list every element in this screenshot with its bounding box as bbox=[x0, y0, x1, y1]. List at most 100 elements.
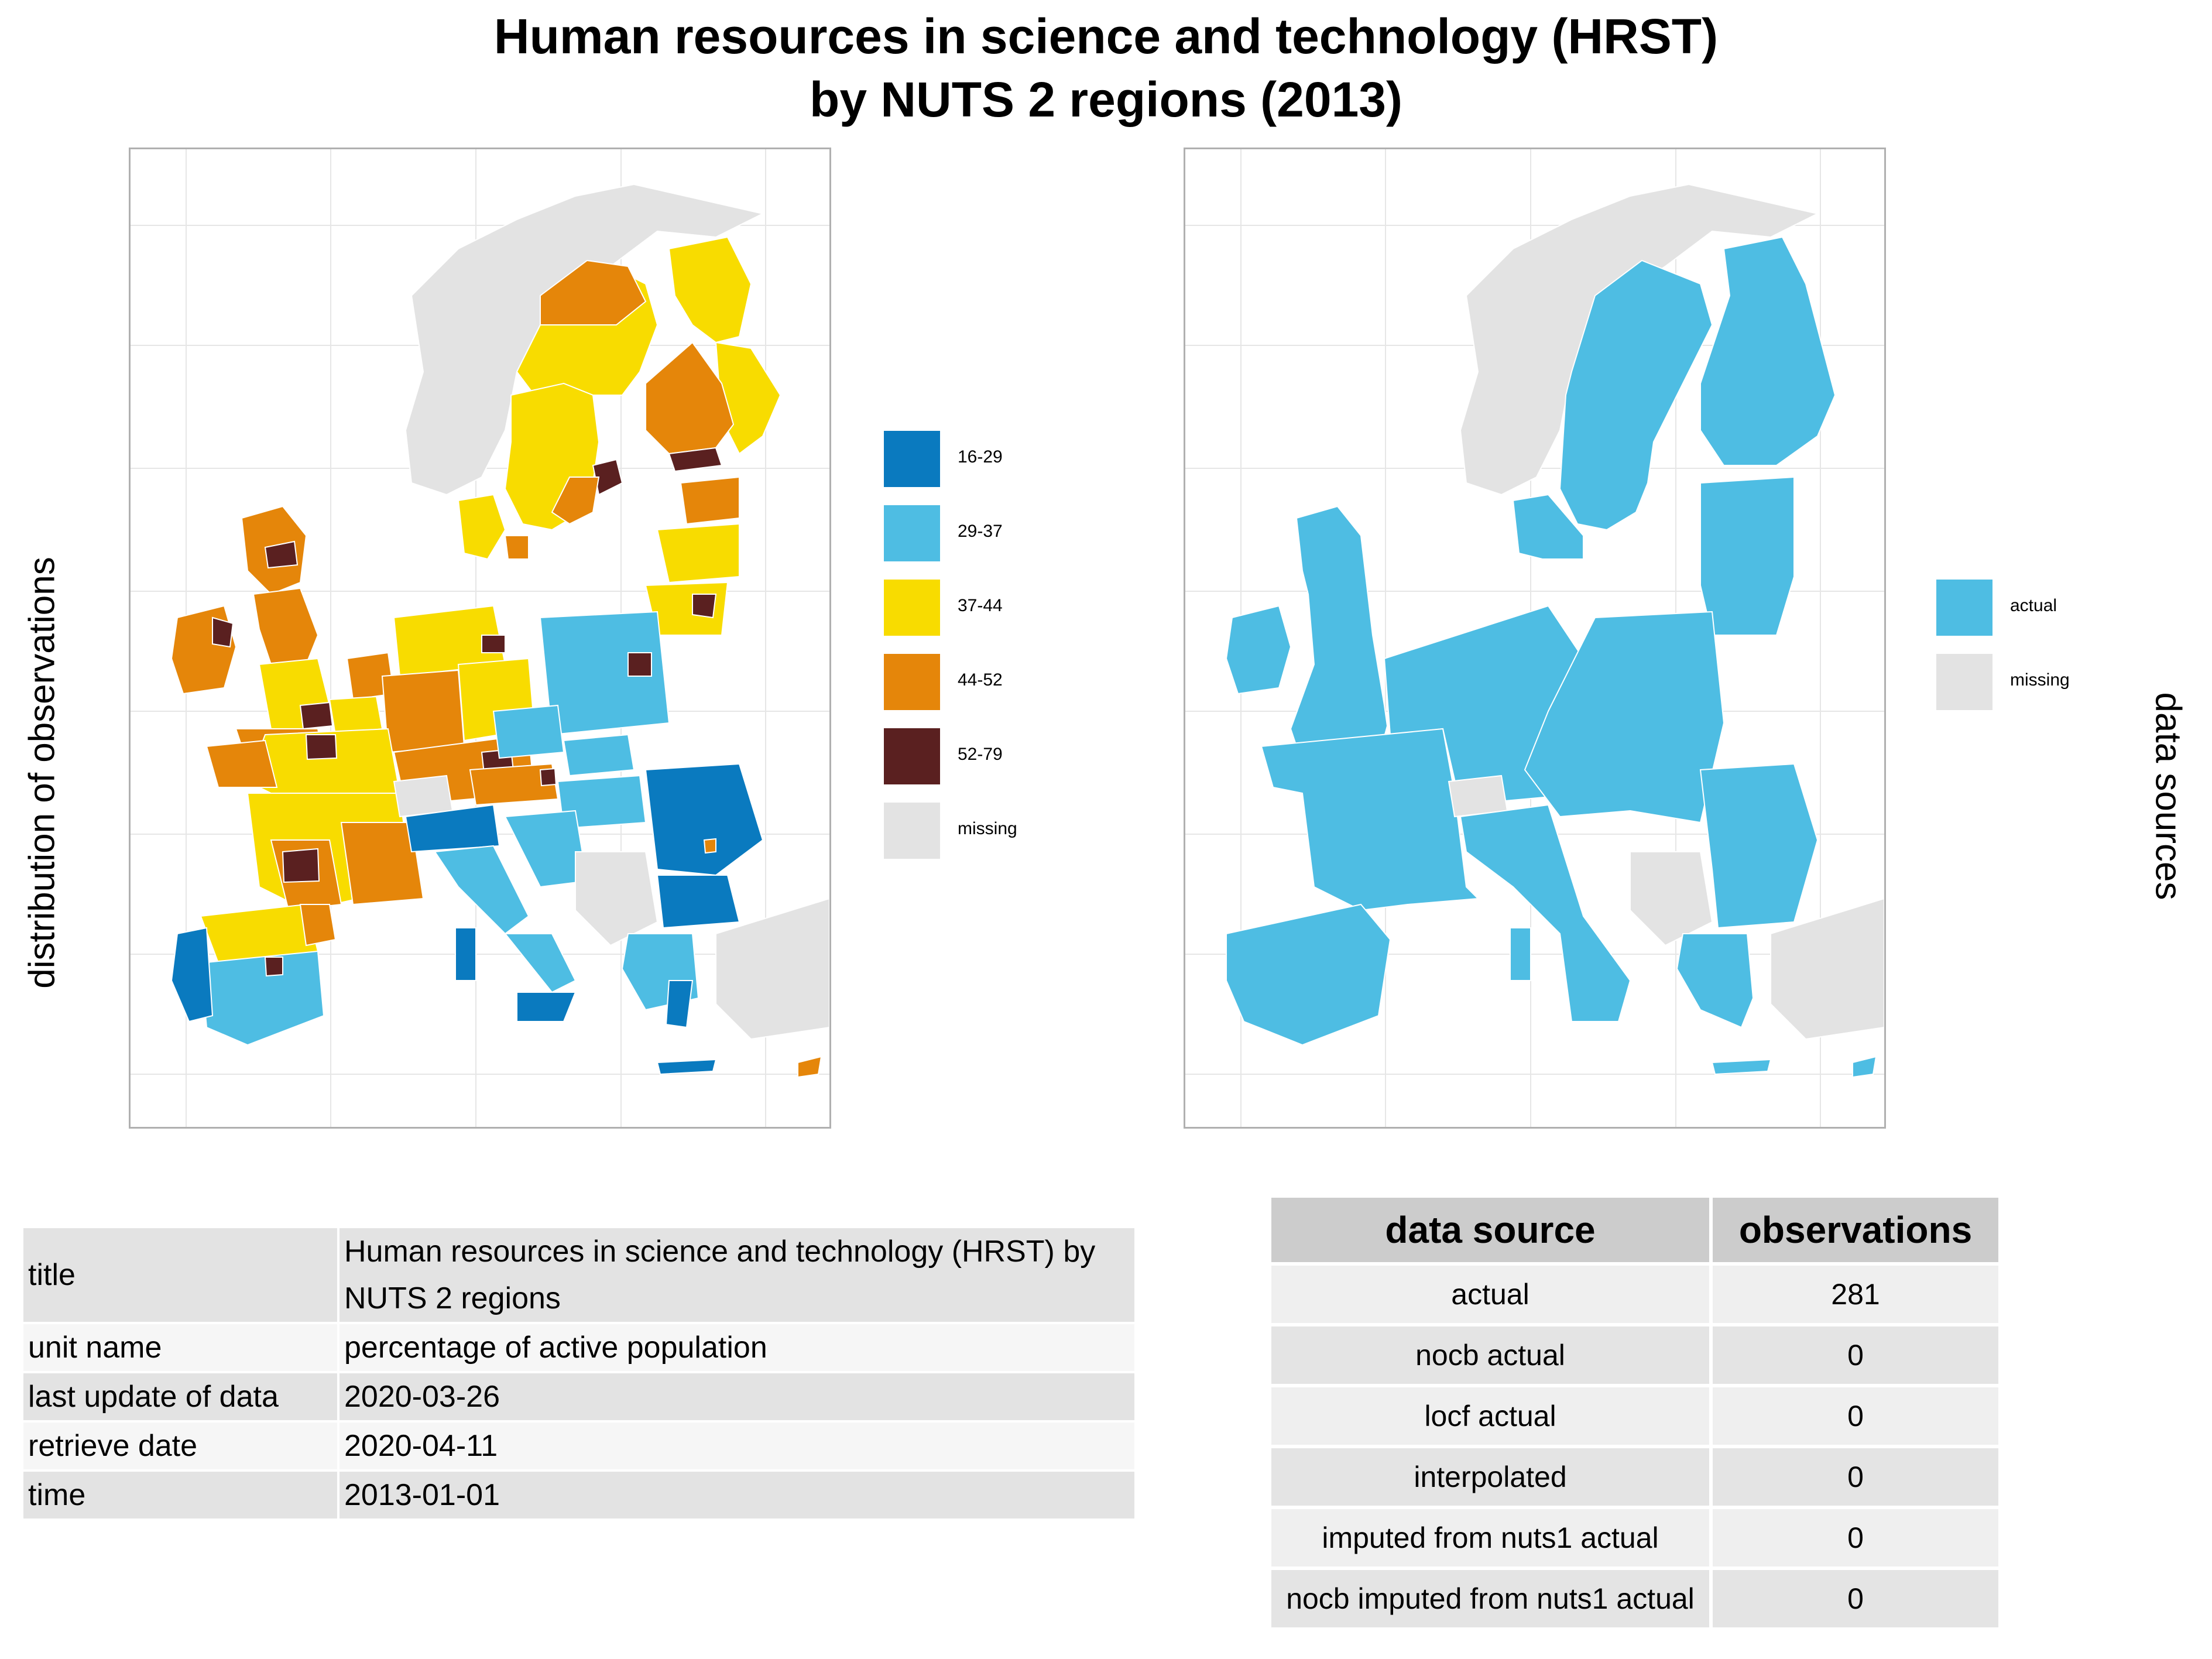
region-austria bbox=[469, 763, 559, 806]
region-finland-north bbox=[668, 236, 752, 344]
region-baltics bbox=[1700, 476, 1795, 636]
region-warsaw bbox=[627, 652, 652, 677]
metadata-key: time bbox=[23, 1471, 338, 1520]
region-turkey bbox=[715, 897, 829, 1040]
region-spain-catalonia bbox=[299, 904, 337, 947]
chart-title: Human resources in science and technolog… bbox=[0, 5, 2212, 131]
table-row: title Human resources in science and tec… bbox=[23, 1228, 1134, 1323]
legend-label: missing bbox=[2010, 670, 2070, 690]
table-row: unit name percentage of active populatio… bbox=[23, 1323, 1134, 1372]
region-bucharest bbox=[703, 838, 716, 854]
left-map-regions bbox=[170, 183, 829, 1078]
region-ireland bbox=[1225, 605, 1292, 695]
region-berlin bbox=[481, 635, 506, 653]
observations-cell: 0 bbox=[1709, 1507, 1998, 1568]
region-sweden-east bbox=[551, 477, 600, 525]
metadata-value: 2013-01-01 bbox=[337, 1471, 1134, 1520]
region-dublin bbox=[212, 616, 234, 648]
region-romania-bulgaria bbox=[1699, 763, 1819, 929]
legend-label: 29-37 bbox=[958, 522, 1003, 541]
observations-cell: 0 bbox=[1709, 1568, 1998, 1629]
region-france-west bbox=[205, 739, 278, 788]
legend-label: 52-79 bbox=[958, 745, 1003, 764]
data-source-cell: nocb actual bbox=[1271, 1325, 1711, 1386]
metadata-value: Human resources in science and technolog… bbox=[337, 1228, 1134, 1323]
legend-swatch bbox=[884, 505, 940, 561]
legend-label: 16-29 bbox=[958, 447, 1003, 467]
legend-label: 44-52 bbox=[958, 670, 1003, 690]
region-france bbox=[1260, 728, 1480, 911]
region-crete bbox=[656, 1058, 717, 1075]
metadata-key: title bbox=[23, 1228, 338, 1323]
region-toulouse bbox=[282, 848, 320, 883]
legend-swatch bbox=[884, 431, 940, 487]
data-source-cell: locf actual bbox=[1271, 1386, 1711, 1447]
data-source-cell: imputed from nuts1 actual bbox=[1271, 1507, 1711, 1568]
table-row: interpolated 0 bbox=[1271, 1447, 1998, 1507]
data-source-cell: nocb imputed from nuts1 actual bbox=[1271, 1568, 1711, 1629]
column-header-data-source: data source bbox=[1271, 1198, 1711, 1264]
metadata-table: title Human resources in science and tec… bbox=[23, 1228, 1134, 1521]
region-bulgaria bbox=[656, 875, 740, 929]
table-row: time 2013-01-01 bbox=[23, 1471, 1134, 1520]
region-denmark bbox=[1512, 493, 1584, 560]
metadata-key: last update of data bbox=[23, 1372, 338, 1421]
table-row: imputed from nuts1 actual 0 bbox=[1271, 1507, 1998, 1568]
right-legend: actual missing bbox=[1936, 580, 2088, 720]
metadata-value: percentage of active population bbox=[337, 1323, 1134, 1372]
region-cyprus bbox=[1852, 1055, 1877, 1078]
region-sweden bbox=[1559, 259, 1713, 531]
table-row: locf actual 0 bbox=[1271, 1386, 1998, 1447]
region-iberia bbox=[1226, 903, 1391, 1046]
right-map-regions bbox=[1225, 183, 1884, 1078]
region-czechia bbox=[492, 704, 565, 759]
region-vienna bbox=[539, 767, 557, 787]
region-balkans-missing bbox=[575, 851, 659, 947]
left-map-svg bbox=[131, 149, 829, 1127]
column-header-observations: observations bbox=[1709, 1198, 1998, 1264]
chart-title-line-1: Human resources in science and technolog… bbox=[493, 9, 1719, 64]
region-england-north bbox=[252, 587, 319, 665]
region-sicily bbox=[516, 992, 577, 1022]
region-scotland-edinburgh bbox=[264, 540, 299, 569]
observations-cell: 0 bbox=[1709, 1447, 1998, 1507]
region-latvia bbox=[656, 523, 740, 584]
region-switzerland bbox=[393, 774, 454, 818]
observations-cell: 281 bbox=[1709, 1264, 1998, 1325]
region-finland-west bbox=[645, 341, 735, 455]
left-map-panel bbox=[129, 148, 831, 1129]
right-map-side-label: data sources bbox=[2148, 692, 2189, 900]
region-spain-center bbox=[200, 950, 325, 1046]
region-slovakia bbox=[563, 733, 635, 777]
region-balkans-missing bbox=[1630, 851, 1713, 947]
metadata-value: 2020-03-26 bbox=[337, 1372, 1134, 1421]
region-greece bbox=[1676, 933, 1754, 1029]
table-row: nocb imputed from nuts1 actual 0 bbox=[1271, 1568, 1998, 1629]
metadata-key: unit name bbox=[23, 1323, 338, 1372]
table-row: nocb actual 0 bbox=[1271, 1325, 1998, 1386]
data-source-cell: actual bbox=[1271, 1264, 1711, 1325]
region-cyprus bbox=[797, 1055, 822, 1078]
region-italy bbox=[1459, 804, 1631, 1022]
data-source-cell: interpolated bbox=[1271, 1447, 1711, 1507]
region-portugal bbox=[170, 927, 214, 1023]
region-ireland bbox=[170, 605, 237, 695]
region-turkey bbox=[1770, 897, 1884, 1040]
data-source-table: data source observations actual 281 nocb… bbox=[1271, 1198, 1998, 1631]
region-copenhagen bbox=[504, 535, 529, 560]
legend-label: missing bbox=[958, 819, 1017, 838]
table-row: retrieve date 2020-04-11 bbox=[23, 1421, 1134, 1471]
region-central-east bbox=[1524, 611, 1725, 824]
region-helsinki bbox=[668, 447, 723, 472]
chart-title-line-2: by NUTS 2 regions (2013) bbox=[810, 72, 1402, 127]
legend-swatch bbox=[884, 728, 940, 784]
region-denmark bbox=[457, 493, 506, 560]
region-sardinia bbox=[455, 927, 476, 981]
region-germany-west bbox=[381, 669, 465, 753]
region-madrid bbox=[264, 957, 283, 977]
legend-swatch bbox=[884, 803, 940, 859]
region-estonia bbox=[680, 476, 740, 525]
legend-swatch bbox=[1936, 654, 1992, 710]
legend-swatch bbox=[884, 580, 940, 636]
table-header-row: data source observations bbox=[1271, 1198, 1998, 1264]
